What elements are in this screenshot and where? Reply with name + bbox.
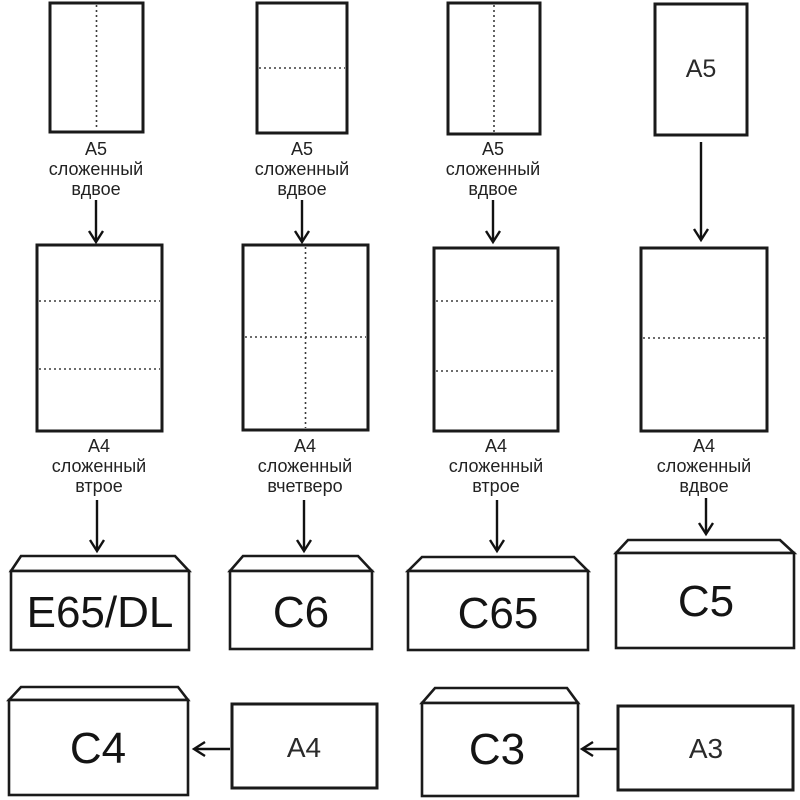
- envelope-label: C65: [458, 589, 539, 638]
- a5-caption: A5: [482, 139, 504, 159]
- left-arrow-icon: [191, 740, 230, 758]
- a5-caption: A5: [85, 139, 107, 159]
- left-arrow-icon: [579, 740, 617, 758]
- down-arrow-icon: [293, 200, 311, 245]
- a3-landscape-sheet: [616, 704, 795, 792]
- envelope-flap: [6, 685, 191, 702]
- envelope-flap: [8, 554, 192, 573]
- envelope-e65dl: E65/DL: [8, 554, 192, 652]
- column-2-a4: A4 сложенный вчетверо: [241, 243, 370, 554]
- sheet-label: A3: [689, 733, 723, 764]
- a4-caption: сложенный: [52, 456, 146, 476]
- a5-sheet-fold-vertical: [48, 1, 145, 134]
- a4-caption: A4: [294, 436, 316, 456]
- a5-sheet-label: A5: [686, 55, 717, 83]
- a4-caption: A4: [88, 436, 110, 456]
- a4-caption: сложенный: [258, 456, 352, 476]
- a4-caption: вдвое: [679, 476, 728, 496]
- envelope-flap: [613, 538, 798, 555]
- envelope-c3: C3: [419, 686, 581, 798]
- a5-caption: сложенный: [255, 159, 349, 179]
- a4-caption: A4: [485, 436, 507, 456]
- envelope-flap: [419, 686, 581, 705]
- down-arrow-icon: [697, 498, 715, 537]
- a4-landscape-sheet: [230, 702, 379, 790]
- a3-source-sheet: A3: [616, 704, 795, 792]
- column-4-a5: A5: [653, 2, 749, 243]
- envelope-body: [7, 698, 190, 797]
- a5-sheet-fold-vertical: [446, 1, 542, 136]
- envelope-c65: C65: [404, 555, 592, 652]
- column-2-a5: A5 сложенный вдвое: [255, 1, 349, 245]
- envelope-flap: [227, 554, 375, 573]
- sheet-label: A4: [287, 732, 321, 763]
- a4-caption: сложенный: [449, 456, 543, 476]
- envelope-c4: C4: [6, 685, 191, 797]
- down-arrow-icon: [87, 200, 105, 245]
- a4-caption: втрое: [75, 476, 122, 496]
- a4-caption: сложенный: [657, 456, 751, 476]
- a5-caption: вдвое: [277, 179, 326, 199]
- down-arrow-icon: [488, 500, 506, 554]
- a5-caption: сложенный: [446, 159, 540, 179]
- envelope-label: C3: [469, 725, 525, 774]
- envelope-c6: C6: [227, 554, 375, 651]
- envelope-label: E65/DL: [27, 588, 174, 637]
- column-1-a5: A5 сложенный вдвое: [48, 1, 145, 245]
- a5-caption: A5: [291, 139, 313, 159]
- envelope-label: C4: [70, 724, 126, 773]
- down-arrow-icon: [295, 500, 313, 554]
- envelope-label: C5: [678, 577, 734, 626]
- a4-source-sheet: A4: [230, 702, 379, 790]
- envelope-label: C6: [273, 588, 329, 637]
- a5-caption: вдвое: [468, 179, 517, 199]
- down-arrow-icon: [88, 500, 106, 554]
- envelope-body: [406, 569, 590, 652]
- a4-caption: вчетверо: [267, 476, 342, 496]
- a5-caption: вдвое: [71, 179, 120, 199]
- envelope-body: [420, 701, 580, 798]
- column-1-a4: A4 сложенный втрое: [35, 243, 164, 554]
- envelope-body: [614, 551, 796, 650]
- down-arrow-icon: [692, 142, 710, 243]
- a5-sheet-plain: [653, 2, 749, 137]
- a4-sheet-fold-thirds: [432, 246, 560, 433]
- column-3-a4: A4 сложенный втрое: [432, 246, 560, 554]
- a5-sheet-fold-horizontal: [255, 1, 349, 135]
- envelope-body: [9, 569, 191, 652]
- a4-caption: A4: [693, 436, 715, 456]
- a5-caption: сложенный: [49, 159, 143, 179]
- a4-caption: втрое: [472, 476, 519, 496]
- a4-sheet-fold-half: [639, 246, 769, 433]
- column-4-a4: A4 сложенный вдвое: [639, 246, 769, 537]
- column-3-a5: A5 сложенный вдвое: [446, 1, 542, 245]
- envelope-flap: [404, 555, 592, 573]
- down-arrow-icon: [484, 200, 502, 245]
- envelope-c5: C5: [613, 538, 798, 650]
- envelope-body: [228, 569, 374, 651]
- a4-sheet-fold-thirds: [35, 243, 164, 433]
